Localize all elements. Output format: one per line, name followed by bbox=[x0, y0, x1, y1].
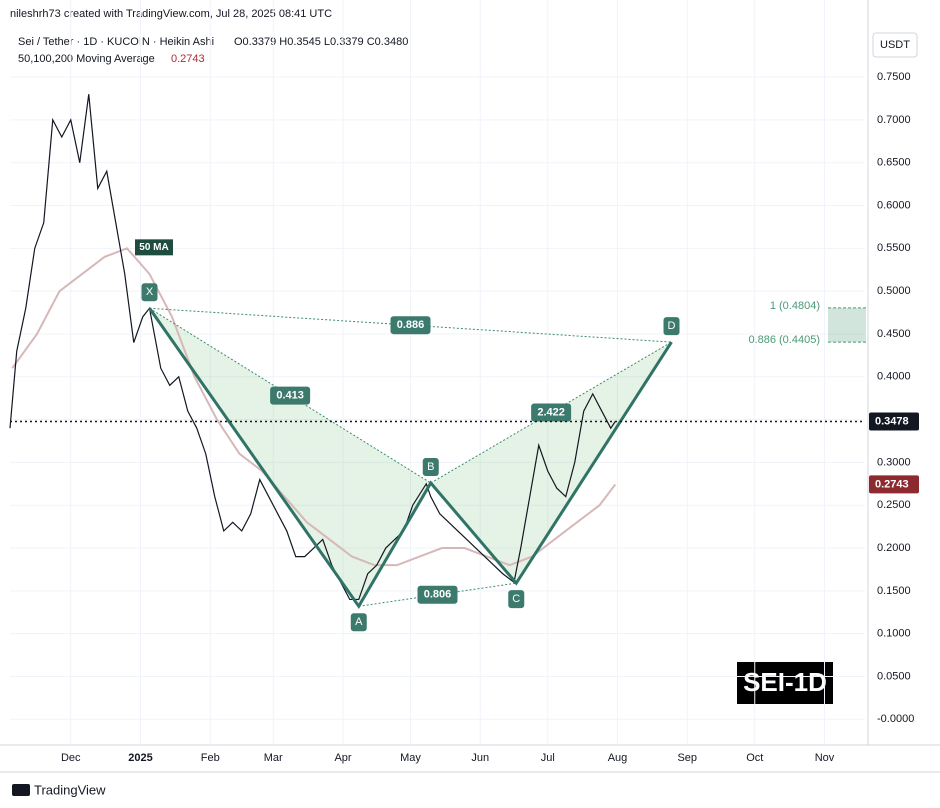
price-line bbox=[9, 94, 616, 601]
point-label: D bbox=[668, 320, 676, 332]
y-tick-label: 0.1500 bbox=[877, 585, 911, 597]
x-tick-label: Feb bbox=[201, 752, 220, 764]
y-tick-label: 0.6000 bbox=[877, 199, 911, 211]
ratio-label: 0.886 bbox=[397, 319, 425, 331]
ratio-label-bg bbox=[417, 585, 458, 604]
y-tick-label: -0.0000 bbox=[877, 713, 914, 725]
x-tick-label: May bbox=[400, 752, 421, 764]
point-label-bg bbox=[663, 317, 680, 336]
moving-average bbox=[11, 247, 617, 567]
ratio-label-bg bbox=[390, 316, 431, 335]
ma-tag bbox=[869, 475, 919, 494]
y-tick-label: 0.4000 bbox=[877, 371, 911, 383]
symbol-title: Sei / Tether · 1D · KUCOIN · Heikin Ashi bbox=[18, 36, 214, 48]
ohlc: O0.3379 H0.3545 L0.3379 C0.3480 bbox=[234, 36, 408, 48]
brand: TradingView bbox=[34, 782, 106, 797]
ma-label-bg bbox=[135, 239, 173, 256]
point-label-bg bbox=[350, 613, 367, 632]
ma-legend-value: 0.2743 bbox=[171, 53, 205, 65]
y-tick-label: 0.7500 bbox=[877, 71, 911, 83]
y-tick-label: 0.3000 bbox=[877, 456, 911, 468]
ma-tag-label: 0.2743 bbox=[875, 478, 909, 490]
badge: SEI-1D bbox=[743, 667, 827, 697]
y-tick-label: 0.6500 bbox=[877, 157, 911, 169]
attribution: nileshrh73 created with TradingView.com,… bbox=[10, 8, 332, 20]
x-tick-label: Mar bbox=[264, 752, 283, 764]
ma-legend: 50,100,200 Moving Average bbox=[18, 53, 155, 65]
point-label: A bbox=[355, 616, 363, 628]
ratio-label: 0.413 bbox=[276, 390, 304, 402]
ratio-line bbox=[358, 582, 517, 607]
x-tick-label: Jul bbox=[541, 752, 555, 764]
y-tick-label: 0.1000 bbox=[877, 628, 911, 640]
y-tick-label: 0.2500 bbox=[877, 499, 911, 511]
price-tag-label: 0.3478 bbox=[875, 415, 909, 427]
point-label-bg bbox=[508, 590, 525, 609]
x-tick-label: Nov bbox=[815, 752, 835, 764]
point-label: B bbox=[427, 461, 434, 473]
y-tick-label: 0.5500 bbox=[877, 242, 911, 254]
ratio-label: 0.806 bbox=[424, 589, 452, 601]
y-tick-label: 0.5000 bbox=[877, 285, 911, 297]
fib-label: 0.886 (0.4405) bbox=[748, 334, 820, 346]
pattern-legs bbox=[148, 307, 673, 610]
badge-bg bbox=[737, 662, 833, 704]
x-tick-label: Aug bbox=[608, 752, 628, 764]
ratio-label-bg bbox=[270, 386, 311, 405]
x-tick-label: 2025 bbox=[128, 752, 152, 764]
y-tick-label: 0.7000 bbox=[877, 114, 911, 126]
x-tick-label: Jun bbox=[471, 752, 489, 764]
y-tick-label: 0.0500 bbox=[877, 670, 911, 682]
ma-label: 50 MA bbox=[139, 242, 168, 253]
y-tick-label: 0.4500 bbox=[877, 328, 911, 340]
fib-zone bbox=[828, 307, 866, 343]
ratio-label: 2.422 bbox=[537, 406, 565, 418]
ratio-line bbox=[430, 341, 672, 484]
x-tick-label: Sep bbox=[677, 752, 697, 764]
y-tick-label: 0.2000 bbox=[877, 542, 911, 554]
fib-label: 1 (0.4804) bbox=[770, 300, 820, 312]
price-tag bbox=[869, 412, 919, 431]
point-label-bg bbox=[141, 283, 158, 302]
point-label: X bbox=[146, 286, 154, 298]
pattern-fill bbox=[149, 308, 431, 607]
point-label-bg bbox=[422, 457, 439, 476]
pattern-fill bbox=[430, 342, 672, 584]
currency[interactable]: USDT bbox=[880, 39, 910, 51]
point-label: C bbox=[512, 593, 520, 605]
currency-button[interactable] bbox=[872, 32, 918, 58]
x-tick-label: Apr bbox=[334, 752, 351, 764]
x-tick-label: Dec bbox=[61, 752, 81, 764]
brand-logo bbox=[12, 784, 30, 796]
ratio-label-bg bbox=[531, 403, 572, 422]
x-tick-label: Oct bbox=[746, 752, 763, 764]
